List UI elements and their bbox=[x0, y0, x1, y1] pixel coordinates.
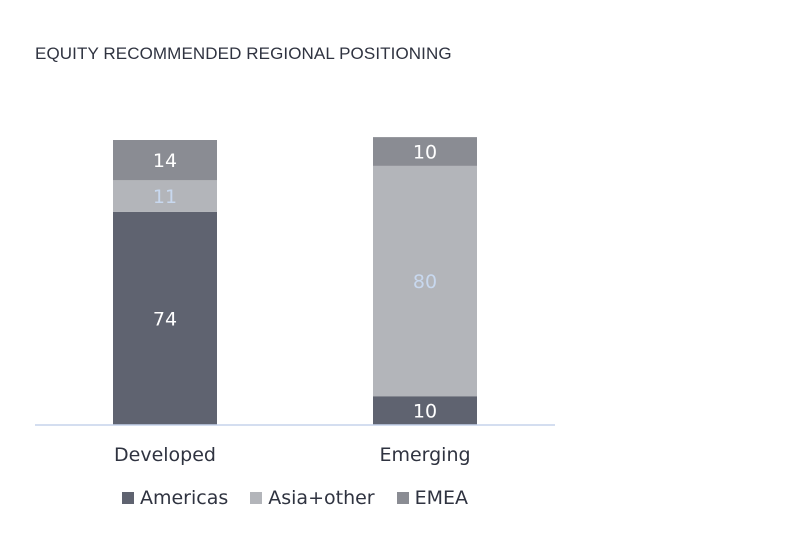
category-label: Emerging bbox=[379, 444, 470, 466]
data-label: 11 bbox=[153, 186, 177, 208]
bar-emerging-asia-other bbox=[373, 165, 477, 397]
chart-title: EQUITY RECOMMENDED REGIONAL POSITIONING bbox=[35, 44, 452, 63]
legend: Americas Asia+other EMEA bbox=[0, 487, 590, 509]
legend-label: Asia+other bbox=[268, 487, 375, 509]
legend-swatch bbox=[121, 492, 134, 504]
legend-item: Americas bbox=[121, 487, 229, 509]
legend-item: EMEA bbox=[396, 487, 469, 509]
bar-developed-emea bbox=[113, 140, 217, 181]
bar-emerging-emea bbox=[373, 137, 477, 166]
data-label: 80 bbox=[413, 271, 437, 293]
data-label: 10 bbox=[413, 401, 437, 423]
legend-label: Americas bbox=[139, 487, 229, 509]
legend-swatch bbox=[250, 492, 263, 504]
category-label: Developed bbox=[114, 444, 216, 466]
legend-swatch bbox=[396, 492, 409, 504]
legend-item: Asia+other bbox=[250, 487, 375, 509]
data-label: 10 bbox=[413, 142, 437, 164]
bar-developed-asia-other bbox=[113, 180, 217, 212]
bar-developed-americas bbox=[113, 211, 217, 425]
data-label: 74 bbox=[153, 308, 177, 330]
data-label: 14 bbox=[153, 150, 177, 172]
bar-emerging-americas bbox=[373, 396, 477, 425]
legend-label: EMEA bbox=[414, 487, 469, 509]
